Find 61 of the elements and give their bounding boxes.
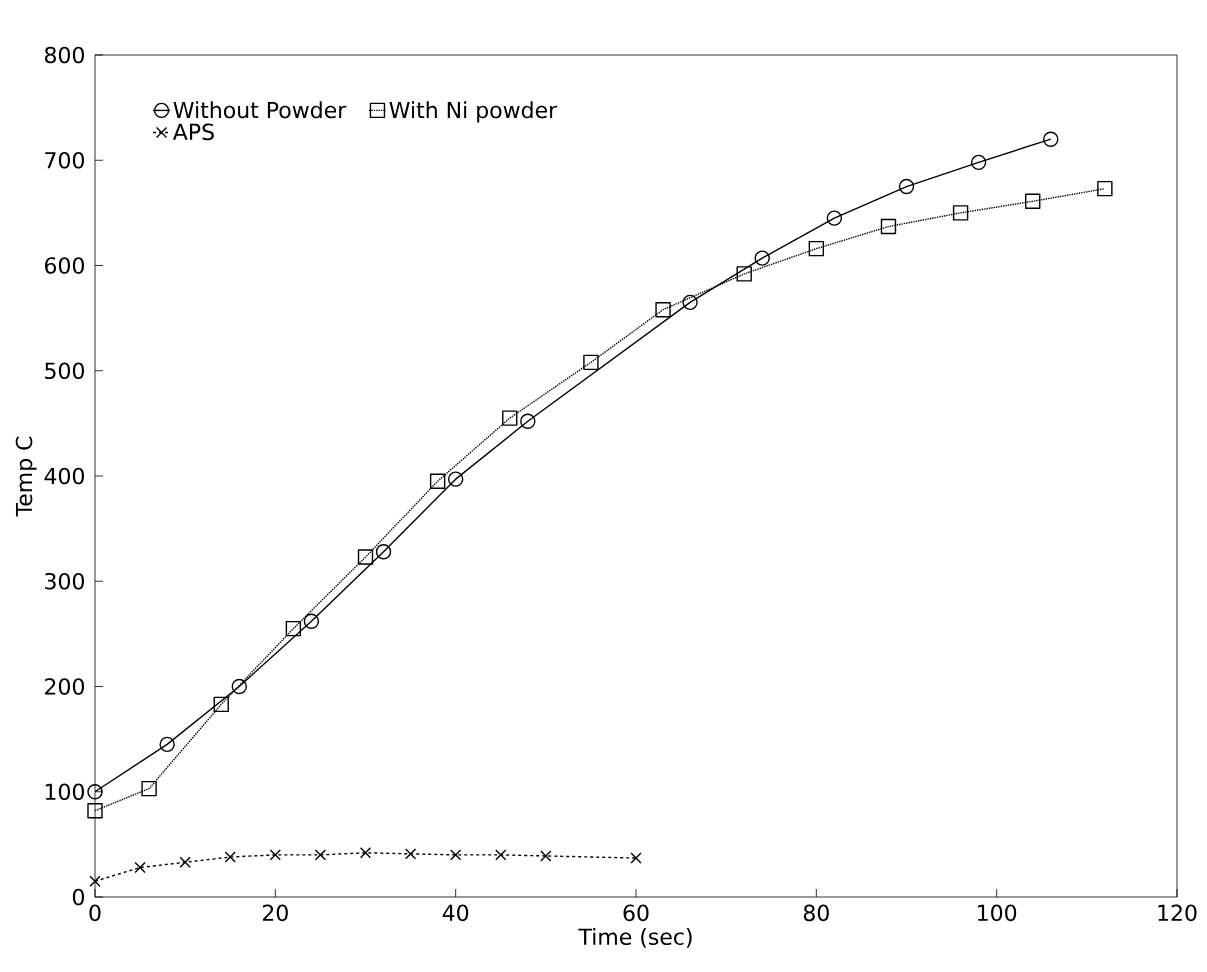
point: [357, 549, 374, 565]
point: [303, 613, 320, 629]
point: [450, 849, 462, 861]
point: [359, 847, 372, 859]
point: [87, 803, 103, 819]
x-tick-label: 100: [978, 904, 1017, 922]
legend-label: With Ni powder: [389, 101, 558, 123]
point: [880, 218, 897, 235]
point: [583, 354, 599, 371]
x-tick-label: 60: [623, 904, 649, 922]
y-tick-label: 0: [72, 888, 84, 906]
point: [520, 413, 536, 429]
point: [952, 205, 969, 221]
y-tick-label: 600: [45, 257, 84, 274]
point: [736, 266, 752, 282]
point: [682, 294, 698, 311]
y-tick-label: 800: [44, 46, 84, 64]
y-tick-label: 400: [44, 467, 84, 485]
point: [87, 784, 103, 800]
point: [285, 620, 302, 637]
point: [447, 471, 464, 487]
point: [213, 696, 229, 713]
point: [898, 178, 915, 195]
point: [159, 736, 175, 753]
point: [754, 250, 770, 266]
point: [630, 852, 642, 864]
point: [141, 780, 157, 797]
x-tick-label: 80: [803, 904, 829, 922]
point: [429, 473, 446, 489]
point: [970, 154, 987, 171]
point: [89, 875, 101, 887]
x-tick-label: 20: [262, 904, 288, 922]
point: [269, 849, 281, 861]
point: [826, 210, 843, 226]
x-tick-label: 120: [1158, 904, 1197, 922]
y-tick-label: 300: [45, 572, 84, 590]
legend-label: Without Powder: [173, 101, 347, 119]
y-tick-label: 100: [45, 783, 84, 801]
point: [495, 849, 507, 861]
point: [224, 851, 236, 863]
point: [314, 849, 327, 861]
point: [1025, 193, 1041, 209]
point: [231, 678, 247, 695]
point: [1097, 180, 1113, 197]
y-tick-label: 700: [45, 151, 84, 169]
y-tick-label: 500: [45, 362, 84, 380]
y-axis-title: Temp C: [15, 436, 37, 517]
point: [404, 848, 417, 860]
point: [375, 544, 392, 560]
x-axis-title: Time (sec): [578, 928, 692, 948]
y-tick-label: 200: [45, 678, 84, 695]
legend-label: APS: [172, 123, 214, 141]
point: [179, 856, 191, 868]
point: [808, 240, 825, 257]
x-tick-label: 0: [89, 904, 101, 922]
point: [1043, 131, 1059, 147]
point: [134, 861, 146, 874]
point: [502, 410, 518, 426]
x-tick-label: 40: [442, 904, 469, 922]
point: [655, 302, 671, 318]
point: [540, 850, 552, 862]
